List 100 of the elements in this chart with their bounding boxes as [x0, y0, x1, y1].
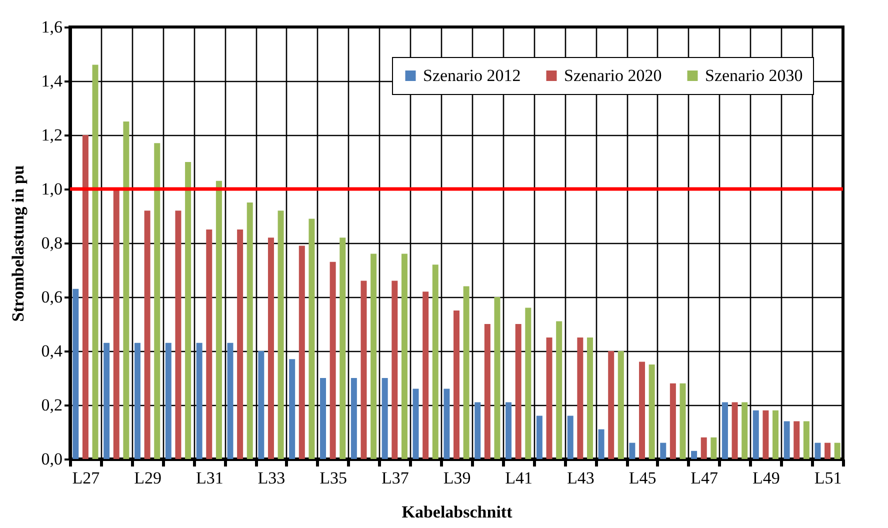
bar: [722, 402, 728, 459]
bar: [360, 280, 367, 459]
bar: [732, 402, 738, 459]
bar: [350, 378, 357, 459]
bar: [577, 338, 584, 459]
bar: [154, 143, 160, 459]
bar: [104, 342, 110, 459]
bar: [382, 378, 388, 459]
bar: [227, 342, 234, 459]
x-axis-title: Kabelabschnitt: [402, 502, 513, 522]
bar: [196, 342, 202, 459]
bar: [762, 410, 769, 459]
bar: [134, 342, 140, 459]
bar: [144, 210, 150, 459]
legend-label: Szenario 2030: [705, 66, 803, 85]
x-tick-label: L37: [381, 468, 410, 488]
x-tick-label: L39: [443, 468, 471, 488]
bar: [586, 338, 593, 459]
bar: [82, 135, 88, 459]
legend-label: Szenario 2012: [423, 66, 521, 85]
bar: [463, 286, 470, 459]
bar: [370, 254, 377, 459]
bar: [422, 292, 429, 459]
y-tick-label: 0,0: [41, 450, 62, 468]
bar: [432, 264, 438, 459]
bar: [268, 238, 274, 459]
bar: [567, 416, 574, 459]
bar: [278, 210, 284, 459]
y-tick-label: 1,6: [41, 18, 62, 36]
bar: [92, 64, 98, 459]
y-tick-label: 0,8: [41, 234, 62, 252]
bar: [670, 383, 676, 459]
bar: [340, 238, 346, 459]
bar: [536, 416, 542, 459]
x-tick-label: L49: [752, 468, 780, 488]
bar: [772, 410, 779, 459]
bar: [494, 297, 500, 459]
y-tick-label: 1,4: [41, 72, 63, 90]
bar: [629, 442, 636, 459]
bar: [185, 162, 192, 459]
bar: [289, 359, 296, 459]
x-tick-label: L31: [196, 468, 224, 488]
bar: [598, 429, 604, 459]
bar: [246, 202, 253, 459]
legend-label: Szenario 2020: [564, 66, 662, 85]
bar: [444, 388, 450, 459]
x-tick-label: L51: [814, 468, 842, 488]
y-tick-label: 1,0: [41, 180, 62, 198]
bar: [691, 450, 698, 459]
bar: [618, 351, 624, 459]
bar: [484, 324, 490, 459]
bar: [784, 421, 790, 459]
bar: [298, 246, 305, 459]
bar: [401, 254, 408, 459]
bar: [525, 308, 532, 459]
x-tick-label: L43: [566, 468, 594, 488]
bar: [113, 189, 120, 459]
bar: [123, 122, 130, 459]
bar: [648, 364, 655, 459]
bar: [330, 262, 336, 459]
x-tick-label: L47: [690, 468, 719, 488]
bar: [392, 280, 398, 459]
x-tick-label: L45: [628, 468, 656, 488]
bar: [803, 421, 810, 459]
bar: [237, 230, 244, 459]
y-tick-label: 1,2: [41, 126, 62, 144]
x-tick-label: L35: [320, 468, 348, 488]
y-axis-title: Strombelastung in pu: [8, 165, 28, 322]
bar: [752, 410, 759, 459]
bar: [216, 180, 222, 459]
bar: [710, 437, 717, 459]
bar: [700, 437, 707, 459]
bar: [794, 421, 800, 459]
y-tick-label: 0,4: [41, 342, 63, 360]
bar: [639, 362, 646, 459]
bar: [412, 388, 419, 459]
bar: [454, 310, 460, 459]
bar: [258, 351, 264, 459]
bar: [165, 342, 172, 459]
bar: [660, 442, 666, 459]
bar: [515, 324, 522, 459]
bar: [824, 442, 831, 459]
bar: [814, 442, 821, 459]
bar: [742, 402, 748, 459]
bar: [608, 351, 614, 459]
bar: [506, 402, 512, 459]
y-tick-label: 0,2: [41, 396, 62, 414]
x-tick-label: L27: [72, 468, 100, 488]
bar: [680, 383, 686, 459]
bar: [834, 442, 840, 459]
x-tick-label: L33: [258, 468, 286, 488]
bar: [175, 210, 182, 459]
y-tick-label: 0,6: [41, 288, 62, 306]
x-tick-label: L41: [505, 468, 533, 488]
bar: [556, 321, 562, 459]
bar: [308, 218, 315, 459]
bar: [72, 288, 79, 459]
x-tick-label: L29: [134, 468, 162, 488]
bar: [320, 378, 326, 459]
bar: [546, 338, 552, 459]
